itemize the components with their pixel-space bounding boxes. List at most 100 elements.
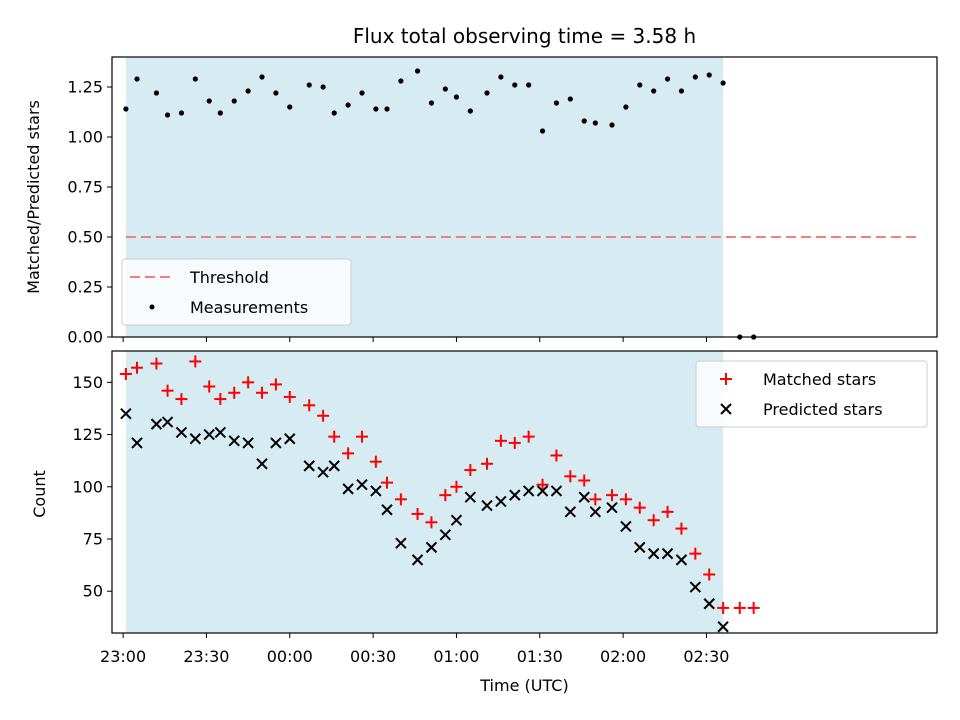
matched-star-point	[661, 505, 674, 518]
measurement-point	[720, 80, 726, 86]
measurement-point	[428, 100, 435, 106]
legend-measurements-swatch	[149, 304, 155, 310]
measurement-point	[651, 88, 657, 94]
predicted-star-point	[536, 485, 549, 497]
x-tick-label: 00:30	[350, 647, 396, 666]
predicted-star-point	[411, 554, 424, 566]
measurement-point	[273, 90, 279, 96]
matched-star-point	[317, 409, 330, 422]
predicted-star-point	[342, 483, 354, 495]
top-panel: 0.00 0.25 0.50 0.75 1.00 1.25 Flux total obse…	[24, 24, 938, 347]
x-axis-label: Time (UTC)	[479, 676, 568, 695]
matched-star-point	[589, 493, 602, 506]
top-y-tick-label: 1.00	[67, 128, 103, 147]
matched-star-point	[481, 457, 493, 470]
matched-star-point	[564, 470, 577, 483]
bottom-y-tick-label: 75	[83, 530, 103, 549]
matched-star-point	[303, 399, 316, 412]
matched-star-point	[342, 447, 355, 460]
chart-title: Flux total observing time = 3.58 h	[353, 24, 696, 48]
predicted-star-point	[256, 458, 268, 470]
x-tick-label: 01:30	[517, 647, 563, 666]
measurement-point	[692, 74, 698, 80]
bottom-x-ticks: 23:00 23:30 00:00 00:30 01:00 01:30 02:00 02:30	[100, 633, 729, 666]
legend-matched-swatch	[720, 373, 732, 385]
bottom-y-tick-label: 125	[72, 425, 103, 444]
predicted-star-point	[270, 437, 282, 449]
matched-star-point	[508, 436, 521, 449]
predicted-star-point	[203, 428, 215, 441]
top-y-tick-label: 0.75	[67, 178, 103, 197]
x-tick-label: 02:30	[683, 647, 729, 666]
legend-measurements-label: Measurements	[190, 298, 308, 317]
top-y-tick-label: 0.25	[67, 278, 103, 297]
top-y-tick-label: 1.25	[67, 78, 103, 97]
measurement-point	[320, 84, 326, 90]
predicted-star-point	[214, 426, 227, 439]
measurement-point	[398, 78, 404, 84]
matched-star-point	[689, 547, 702, 560]
measurement-point	[306, 82, 312, 88]
top-legend-box	[121, 258, 352, 326]
matched-star-point	[269, 378, 282, 391]
measurement-point	[373, 106, 379, 112]
legend-predicted-label: Predicted stars	[763, 400, 883, 419]
predicted-star-point	[120, 407, 132, 420]
matched-star-point	[536, 478, 549, 491]
matched-star-point	[425, 516, 438, 529]
matched-star-point	[675, 522, 688, 535]
measurement-point	[123, 106, 129, 112]
measurement-point	[592, 120, 598, 126]
bottom-y-tick-label: 50	[83, 582, 103, 601]
measurement-point	[623, 104, 629, 110]
matched-star-point	[283, 390, 296, 403]
measurement-point	[706, 72, 712, 78]
predicted-star-point	[150, 418, 163, 430]
matched-star-point	[747, 601, 760, 614]
measurement-point	[178, 110, 185, 116]
top-legend: Threshold Measurements	[121, 258, 352, 326]
legend-matched-label: Matched stars	[763, 370, 876, 389]
bottom-y-tick-label: 150	[72, 373, 103, 392]
bottom-shaded-span	[125, 351, 724, 633]
predicted-star-point	[356, 478, 368, 491]
measurement-point	[567, 96, 573, 102]
measurement-point	[331, 110, 337, 116]
matched-star-point	[328, 430, 341, 443]
measurement-point	[442, 86, 448, 92]
predicted-star-point	[303, 460, 315, 472]
measurement-point	[414, 68, 421, 74]
measurement-point	[484, 90, 490, 96]
predicted-star-point	[395, 537, 407, 549]
predicted-star-point	[439, 529, 452, 541]
predicted-star-point	[481, 499, 493, 512]
legend-predicted-swatch	[720, 403, 732, 415]
measurement-point	[217, 110, 223, 116]
matched-star-point	[733, 601, 746, 614]
predicted-star-point	[495, 495, 507, 508]
matched-star-point	[214, 393, 227, 406]
bottom-axes-frame	[111, 350, 938, 634]
predicted-star-point	[464, 491, 477, 503]
measurement-point	[539, 128, 546, 134]
predicted-star-point	[425, 541, 438, 554]
matched-star-point	[203, 380, 216, 393]
matched-star-point	[369, 455, 382, 468]
measurement-point	[609, 122, 615, 128]
predicted-star-point	[703, 598, 715, 610]
predicted-star-point	[675, 554, 688, 566]
x-tick-label: 23:00	[100, 647, 146, 666]
measurement-point	[467, 108, 473, 114]
predicted-star-point	[450, 514, 463, 526]
matched-star-point	[703, 568, 716, 581]
measurement-point	[164, 112, 171, 118]
x-tick-label: 01:00	[433, 647, 479, 666]
measurement-point	[287, 104, 293, 110]
predicted-star-point	[661, 547, 674, 560]
measurement-point	[453, 94, 460, 100]
predicted-star-point	[689, 581, 702, 593]
legend-threshold-label: Threshold	[189, 268, 269, 287]
matched-star-point	[381, 476, 393, 489]
matched-star-point	[494, 434, 507, 447]
